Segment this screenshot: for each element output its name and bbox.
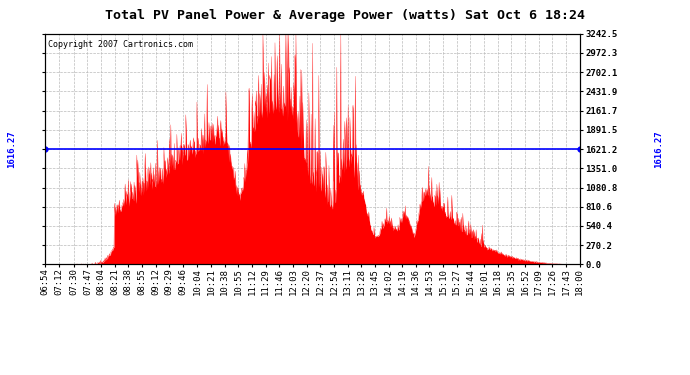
Text: Total PV Panel Power & Average Power (watts) Sat Oct 6 18:24: Total PV Panel Power & Average Power (wa…	[105, 9, 585, 22]
Text: 1616.27: 1616.27	[7, 130, 17, 168]
Text: 1616.27: 1616.27	[654, 130, 664, 168]
Text: Copyright 2007 Cartronics.com: Copyright 2007 Cartronics.com	[48, 39, 193, 48]
